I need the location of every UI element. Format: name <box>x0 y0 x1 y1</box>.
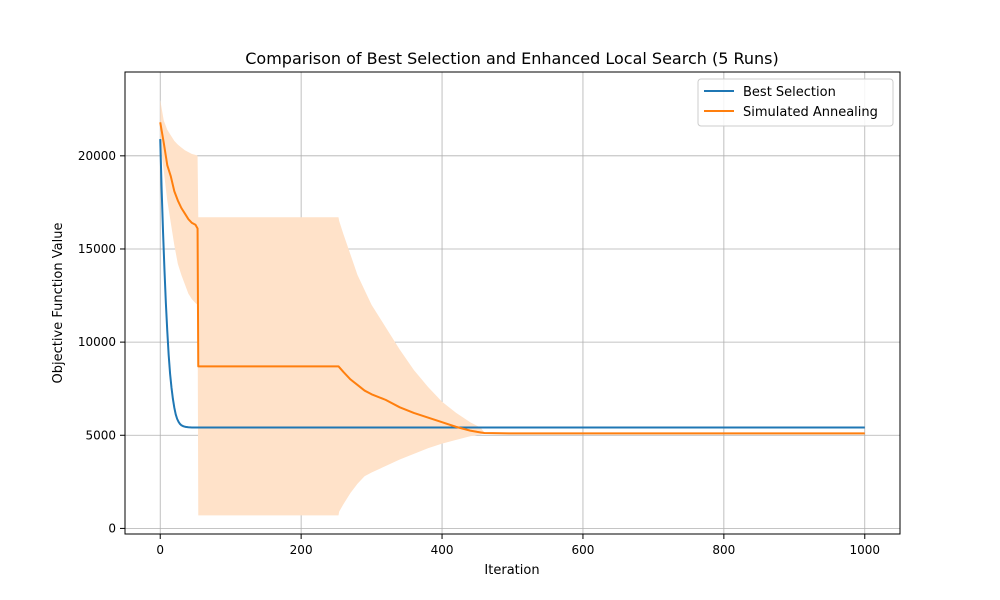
x-tick-label: 800 <box>712 543 735 557</box>
series-layer <box>159 122 865 435</box>
best-selection-line <box>159 139 865 429</box>
legend-label-simulated-annealing: Simulated Annealing <box>743 105 878 120</box>
chart-title: Comparison of Best Selection and Enhance… <box>245 49 779 68</box>
legend-label-best-selection: Best Selection <box>743 85 836 100</box>
x-tick-label: 1000 <box>849 543 880 557</box>
y-tick-label: 15000 <box>78 242 116 256</box>
legend-box <box>697 78 894 127</box>
y-tick-label: 5000 <box>85 428 116 442</box>
simulated-annealing-line <box>159 122 865 435</box>
x-tick-label: 600 <box>572 543 595 557</box>
y-tick-label: 0 <box>108 521 116 535</box>
plot-frame <box>124 71 901 535</box>
band-layer <box>160 99 865 516</box>
x-tick-label: 0 <box>156 543 164 557</box>
x-tick-label: 400 <box>431 543 454 557</box>
y-tick-label: 20000 <box>78 149 116 163</box>
x-axis-label: Iteration <box>484 563 539 578</box>
simulated-annealing-range-band <box>160 99 865 516</box>
y-axis-label: Objective Function Value <box>51 223 66 384</box>
legend: Best Selection Simulated Annealing <box>697 78 894 127</box>
y-tick-label: 10000 <box>78 335 116 349</box>
x-tick-label: 200 <box>290 543 313 557</box>
